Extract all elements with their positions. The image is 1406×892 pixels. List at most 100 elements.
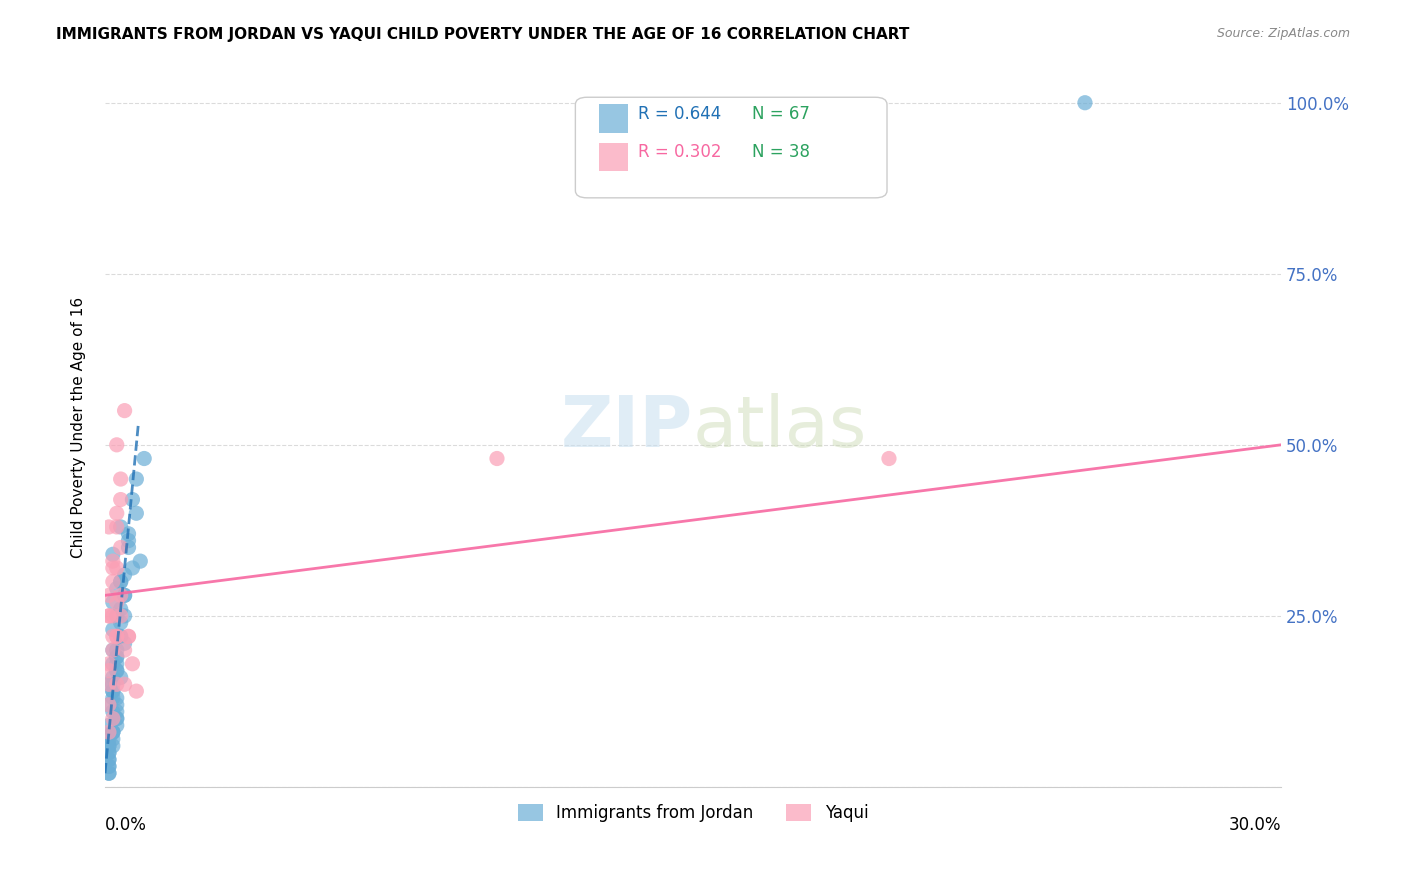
Point — [125, 472, 148, 486]
Point — [97, 739, 120, 753]
Point — [105, 608, 128, 623]
Point — [105, 705, 128, 719]
Point — [101, 684, 124, 698]
Y-axis label: Child Poverty Under the Age of 16: Child Poverty Under the Age of 16 — [72, 297, 86, 558]
Point — [1074, 95, 1097, 110]
Text: Source: ZipAtlas.com: Source: ZipAtlas.com — [1216, 27, 1350, 40]
Point — [121, 561, 143, 575]
Point — [101, 690, 124, 705]
Point — [101, 657, 124, 671]
Point — [101, 725, 124, 739]
Text: 30.0%: 30.0% — [1229, 815, 1281, 834]
Point — [101, 561, 124, 575]
Point — [97, 725, 120, 739]
Point — [110, 588, 132, 602]
Point — [114, 636, 136, 650]
Point — [105, 629, 128, 643]
Point — [105, 595, 128, 609]
Point — [121, 492, 143, 507]
Text: ZIP: ZIP — [561, 393, 693, 462]
Legend: Immigrants from Jordan, Yaqui: Immigrants from Jordan, Yaqui — [510, 797, 875, 829]
Point — [97, 698, 120, 712]
Point — [97, 608, 120, 623]
Point — [105, 438, 128, 452]
Point — [110, 608, 132, 623]
Point — [117, 526, 139, 541]
Point — [105, 677, 128, 691]
Point — [97, 677, 120, 691]
Point — [97, 739, 120, 753]
Point — [114, 608, 136, 623]
Point — [110, 520, 132, 534]
Point — [105, 690, 128, 705]
Point — [105, 643, 128, 657]
Point — [105, 506, 128, 520]
Point — [97, 608, 120, 623]
Point — [101, 643, 124, 657]
Text: 0.0%: 0.0% — [105, 815, 146, 834]
Point — [101, 643, 124, 657]
Point — [105, 520, 128, 534]
Point — [97, 759, 120, 773]
Point — [97, 759, 120, 773]
Point — [101, 608, 124, 623]
Point — [97, 718, 120, 732]
Point — [101, 712, 124, 726]
Point — [97, 746, 120, 760]
Point — [114, 643, 136, 657]
Point — [101, 732, 124, 747]
Point — [101, 670, 124, 684]
Point — [114, 567, 136, 582]
Point — [114, 403, 136, 417]
Point — [101, 677, 124, 691]
Bar — [599, 143, 628, 171]
Point — [97, 520, 120, 534]
Point — [101, 547, 124, 561]
Point — [110, 472, 132, 486]
Point — [105, 664, 128, 678]
Point — [117, 629, 139, 643]
Point — [101, 705, 124, 719]
Text: N = 38: N = 38 — [752, 143, 810, 161]
Point — [110, 629, 132, 643]
Point — [97, 753, 120, 767]
Point — [101, 684, 124, 698]
Point — [105, 718, 128, 732]
Text: N = 67: N = 67 — [752, 104, 810, 123]
Point — [129, 554, 152, 568]
Point — [101, 725, 124, 739]
Text: R = 0.644: R = 0.644 — [638, 104, 721, 123]
Point — [97, 588, 120, 602]
Point — [105, 698, 128, 712]
Point — [97, 664, 120, 678]
Point — [105, 649, 128, 664]
Point — [97, 657, 120, 671]
Text: R = 0.302: R = 0.302 — [638, 143, 721, 161]
Text: atlas: atlas — [693, 393, 868, 462]
Point — [114, 677, 136, 691]
Point — [134, 451, 156, 466]
Point — [121, 657, 143, 671]
Point — [105, 712, 128, 726]
Point — [105, 629, 128, 643]
Point — [101, 595, 124, 609]
Point — [101, 739, 124, 753]
Point — [105, 649, 128, 664]
Point — [110, 670, 132, 684]
Point — [110, 492, 132, 507]
Point — [125, 506, 148, 520]
Point — [105, 657, 128, 671]
Point — [97, 698, 120, 712]
Bar — [599, 104, 628, 133]
Point — [101, 554, 124, 568]
Point — [101, 623, 124, 637]
Point — [485, 451, 508, 466]
Point — [110, 574, 132, 589]
Point — [114, 588, 136, 602]
Point — [110, 574, 132, 589]
Point — [101, 725, 124, 739]
Point — [101, 629, 124, 643]
Point — [877, 451, 900, 466]
Point — [105, 582, 128, 596]
Point — [125, 684, 148, 698]
